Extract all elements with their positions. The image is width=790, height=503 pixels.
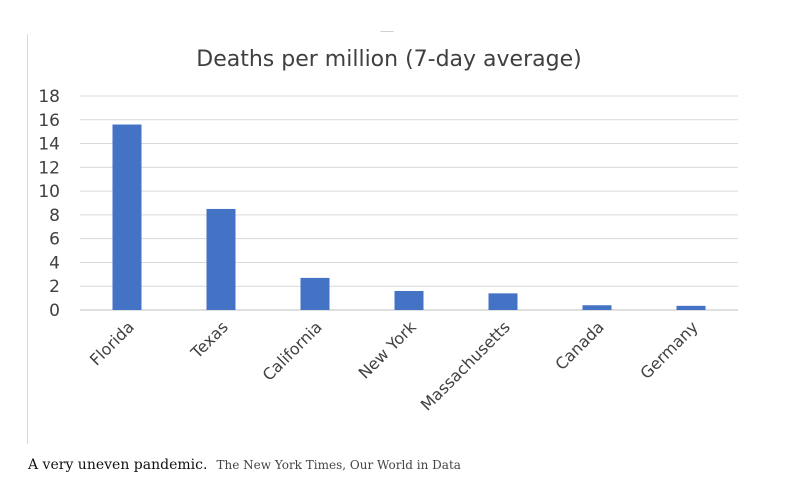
bar <box>582 305 612 310</box>
bar <box>112 124 142 311</box>
y-tick-label: 0 <box>49 301 60 321</box>
x-tick-label: Germany <box>636 317 701 382</box>
frame-border <box>27 34 28 444</box>
y-tick-label: 4 <box>49 253 60 273</box>
chart-title: Deaths per million (7-day average) <box>196 47 581 72</box>
y-tick-label: 16 <box>38 111 60 131</box>
x-tick-label: New York <box>355 317 421 383</box>
bars <box>112 124 706 311</box>
x-tick-label: Texas <box>186 317 231 362</box>
x-axis-labels: Florida Texas California New YorkMassachuse… <box>86 317 702 415</box>
bar <box>206 208 236 310</box>
x-tick-label: California <box>259 317 326 384</box>
bar <box>394 290 424 310</box>
caption-source: The New York Times, Our World in Data <box>216 458 461 472</box>
y-tick-label: 12 <box>38 158 60 178</box>
figure-caption: A very uneven pandemic. The New York Tim… <box>28 454 461 473</box>
y-tick-label: 18 <box>38 87 60 107</box>
frame-top-mark <box>380 31 394 34</box>
x-tick-label: Florida <box>86 317 138 369</box>
y-tick-label: 8 <box>49 206 60 226</box>
x-tick-label: Massachusetts <box>417 317 514 414</box>
y-axis-ticks: 18 16 14 12 10 8 6 4 2 0 <box>38 87 60 321</box>
bar <box>676 305 706 310</box>
y-tick-label: 6 <box>49 230 60 250</box>
y-tick-label: 14 <box>38 135 60 155</box>
y-tick-label: 10 <box>38 182 60 202</box>
gridlines <box>80 95 738 311</box>
bar <box>488 293 518 310</box>
caption-text: A very uneven pandemic. <box>28 457 208 473</box>
x-tick-label: Canada <box>551 317 607 373</box>
bar <box>300 277 330 310</box>
y-tick-label: 2 <box>49 277 60 297</box>
